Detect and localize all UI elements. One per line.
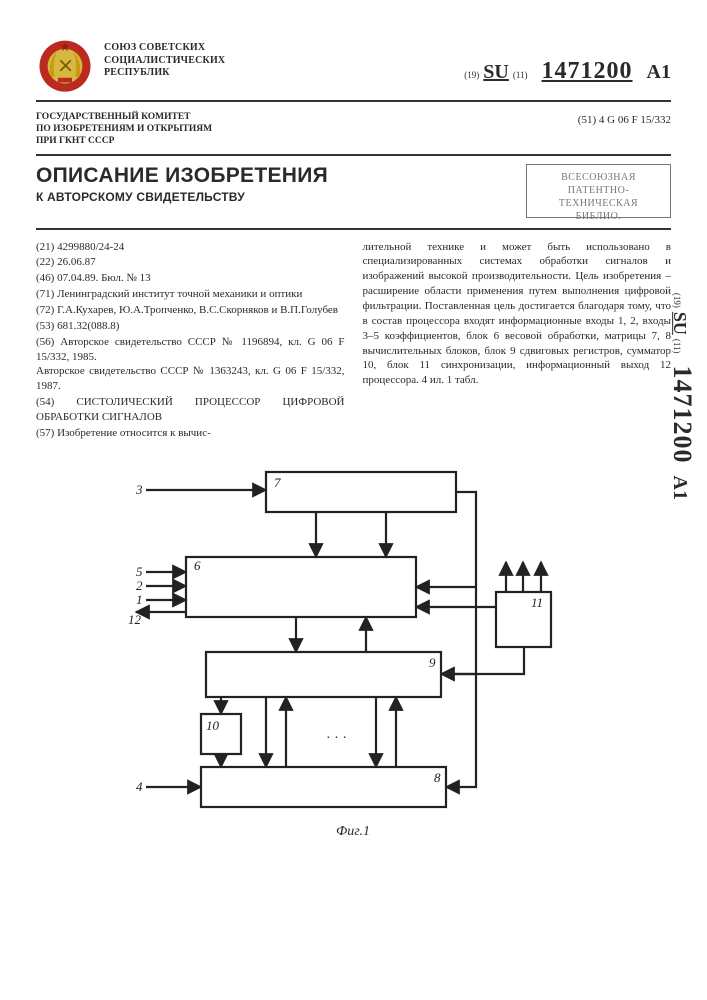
library-stamp: ВСЕСОЮЗНАЯ ПАТЕНТНО-ТЕХНИЧЕСКАЯ БИБЛИО. [526,164,671,218]
svg-text:7: 7 [274,475,281,490]
side-country-prefix: (19) [672,293,682,308]
ipc-prefix: (51) 4 [578,114,605,126]
header-row-2: ГОСУДАРСТВЕННЫЙ КОМИТЕТ ПО ИЗОБРЕТЕНИЯМ … [36,106,671,156]
figure-1: · · · 3 5 2 1 12 4 6 7 9 10 8 11 Фиг.1 [36,452,671,842]
svg-text:1: 1 [136,592,143,607]
svg-text:9: 9 [429,655,436,670]
column-right: лительной технике и может быть использов… [363,240,672,442]
title-sub: К АВТОРСКОМУ СВИДЕТЕЛЬСТВУ [36,190,526,204]
stamp-line-1: ВСЕСОЮЗНАЯ [531,171,666,184]
field-57-lead: (57) Изобретение относится к вычис- [36,426,345,441]
header-row-1: СОЮЗ СОВЕТСКИХ СОЦИАЛИСТИЧЕСКИХ РЕСПУБЛИ… [36,36,671,102]
field-22: (22) 26.06.87 [36,255,345,270]
ellipsis-text: · · · [326,731,347,746]
header-row-3: ОПИСАНИЕ ИЗОБРЕТЕНИЯ К АВТОРСКОМУ СВИДЕТ… [36,156,671,230]
svg-text:10: 10 [206,718,220,733]
country-prefix: (19) [464,70,479,80]
number-prefix: (11) [513,70,528,80]
svg-text:3: 3 [135,482,143,497]
ipc-code: (51) 4 G 06 F 15/332 [538,112,671,148]
stamp-line-3: БИБЛИО. [531,210,666,223]
ipc-value: G 06 F 15/332 [607,114,671,126]
svg-text:11: 11 [531,595,543,610]
committee-name: ГОСУДАРСТВЕННЫЙ КОМИТЕТ ПО ИЗОБРЕТЕНИЯМ … [36,112,538,148]
svg-text:6: 6 [194,558,201,573]
field-46: (46) 07.04.89. Бюл. № 13 [36,271,345,286]
ussr-emblem-icon [36,36,94,94]
svg-text:2: 2 [136,578,143,593]
committee-text: ГОСУДАРСТВЕННЫЙ КОМИТЕТ ПО ИЗОБРЕТЕНИЯМ … [36,112,212,146]
title-block: ОПИСАНИЕ ИЗОБРЕТЕНИЯ К АВТОРСКОМУ СВИДЕТ… [36,164,526,204]
side-kind-code: A1 [669,476,691,500]
kind-code: A1 [647,61,671,83]
doc-number: 1471200 [542,58,633,84]
field-21: (21) 4299880/24-24 [36,240,345,255]
country-code: SU [483,61,509,83]
svg-text:5: 5 [136,564,143,579]
org-name: СОЮЗ СОВЕТСКИХ СОЦИАЛИСТИЧЕСКИХ РЕСПУБЛИ… [104,36,464,80]
svg-text:12: 12 [128,612,142,627]
side-number-prefix: (11) [672,339,682,354]
biblio-columns: (21) 4299880/24-24 (22) 26.06.87 (46) 07… [36,240,671,442]
field-72: (72) Г.А.Кухарев, Ю.А.Тропченко, В.С.Ско… [36,303,345,318]
figure-caption: Фиг.1 [336,824,370,840]
field-53: (53) 681.32(088.8) [36,319,345,334]
field-71: (71) Ленинградский институт точной механ… [36,287,345,302]
title-main: ОПИСАНИЕ ИЗОБРЕТЕНИЯ [36,164,526,188]
side-country-code: SU [670,312,690,335]
org-text: СОЮЗ СОВЕТСКИХ СОЦИАЛИСТИЧЕСКИХ РЕСПУБЛИ… [104,42,225,78]
svg-text:8: 8 [434,770,441,785]
field-54: (54) СИСТОЛИЧЕСКИЙ ПРОЦЕССОР ЦИФРОВОЙ ОБ… [36,395,345,425]
stamp-line-2: ПАТЕНТНО-ТЕХНИЧЕСКАЯ [531,184,666,210]
svg-text:4: 4 [136,779,143,794]
abstract-text: лительной технике и может быть использов… [363,240,672,388]
column-left: (21) 4299880/24-24 (22) 26.06.87 (46) 07… [36,240,345,442]
patent-page: СОЮЗ СОВЕТСКИХ СОЦИАЛИСТИЧЕСКИХ РЕСПУБЛИ… [0,0,707,1000]
publication-number: (19) SU (11) 1471200 A1 [464,36,671,85]
side-doc-number: 1471200 [668,366,697,464]
side-publication-number: (19) SU (11) 1471200 A1 [667,293,697,500]
field-56: (56) Авторское свидетельство СССР № 1196… [36,335,345,394]
